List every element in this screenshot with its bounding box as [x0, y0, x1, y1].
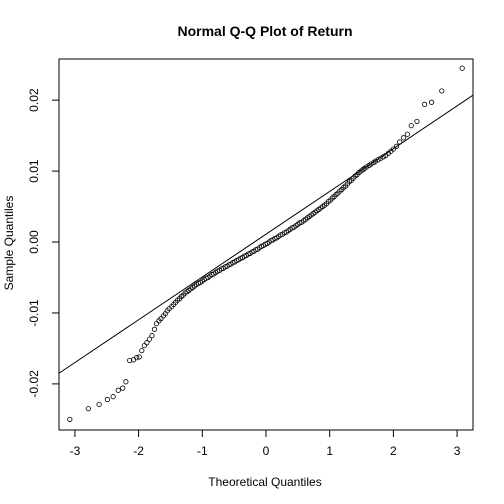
data-point	[151, 326, 158, 332]
data-point	[67, 416, 73, 422]
x-tick-label: -2	[133, 444, 144, 458]
data-point	[393, 143, 400, 149]
data-point	[158, 316, 164, 322]
data-point	[459, 65, 465, 71]
data-point	[144, 340, 150, 346]
data-point	[85, 406, 91, 412]
data-point	[123, 379, 129, 385]
data-point	[153, 320, 160, 327]
chart-title: Normal Q-Q Plot of Return	[178, 23, 353, 39]
x-tick-label: 3	[454, 444, 461, 458]
data-point	[104, 396, 111, 403]
y-tick-label: -0.01	[27, 299, 41, 327]
data-point	[141, 342, 147, 349]
data-point	[397, 139, 403, 145]
data-point	[428, 99, 435, 105]
data-point	[378, 155, 384, 161]
x-tick-label: 2	[390, 444, 397, 458]
data-point	[146, 336, 153, 342]
x-tick-label: -1	[197, 444, 208, 458]
y-tick-label: 0.02	[27, 88, 41, 112]
data-point	[404, 131, 410, 137]
data-point	[96, 401, 102, 408]
x-axis-label: Theoretical Quantiles	[208, 475, 321, 489]
data-point	[375, 157, 381, 163]
plot-frame	[58, 58, 474, 431]
data-point	[110, 394, 116, 400]
data-point	[380, 154, 386, 160]
y-tick-label: 0.01	[27, 159, 41, 183]
data-points	[67, 65, 465, 422]
y-tick-label: 0.00	[27, 230, 41, 254]
data-point	[134, 355, 140, 361]
y-axis-label: Sample Quantiles	[2, 196, 16, 291]
data-point	[127, 357, 133, 364]
data-point	[149, 333, 155, 339]
data-point	[368, 161, 374, 167]
x-tick-label: -3	[70, 444, 81, 458]
data-point	[421, 101, 428, 107]
x-tick-label: 0	[263, 444, 270, 458]
y-tick-label: -0.02	[27, 370, 41, 398]
data-point	[400, 135, 407, 141]
data-point	[120, 385, 126, 391]
data-point	[390, 146, 396, 152]
data-point	[115, 387, 121, 393]
data-point	[136, 354, 142, 360]
data-point	[364, 164, 370, 170]
data-point	[139, 347, 145, 354]
reference-line	[58, 94, 474, 374]
x-tick-label: 1	[326, 444, 333, 458]
data-point	[408, 123, 414, 129]
data-point	[414, 118, 420, 125]
data-point	[439, 88, 445, 94]
data-point	[372, 158, 379, 164]
